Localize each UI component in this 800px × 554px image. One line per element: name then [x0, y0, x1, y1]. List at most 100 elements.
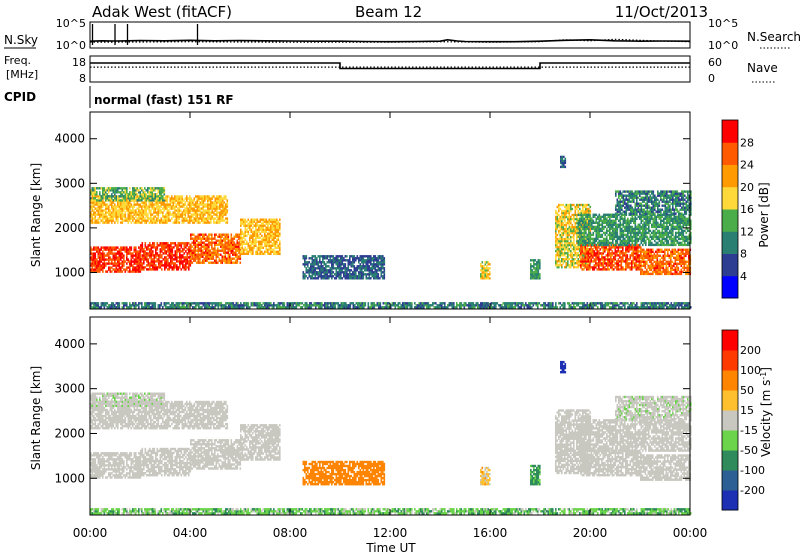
power-echo-cell [592, 231, 595, 235]
power-echo-cell [264, 234, 266, 237]
power-echo-cell [602, 248, 605, 251]
power-echo-cell [221, 235, 224, 238]
power-echo-cell [90, 193, 92, 196]
power-echo-cell [279, 218, 281, 221]
power-echo-cell [320, 275, 323, 278]
power-echo-cell [152, 262, 154, 265]
power-echo-cell [139, 203, 142, 206]
power-echo-cell [355, 259, 357, 262]
power-echo-cell [174, 213, 176, 216]
power-echo-cell [574, 225, 577, 229]
power-echo-cell [365, 263, 368, 266]
power-echo-cell [370, 277, 372, 280]
power-echo-cell [655, 266, 657, 270]
power-echo-cell [555, 239, 557, 243]
power-echo-cell [168, 264, 171, 267]
power-echo-cell [91, 258, 94, 261]
power-echo-cell [214, 201, 217, 204]
power-echo-cell [591, 225, 593, 229]
power-echo-cell [574, 266, 577, 269]
power-echo-cell [558, 219, 560, 223]
power-echo-cell [590, 248, 593, 251]
power-echo-cell [352, 265, 354, 268]
power-echo-cell [188, 268, 190, 271]
power-echo-cell [168, 266, 171, 269]
power-echo-cell [205, 237, 207, 240]
power-echo-cell [220, 245, 222, 248]
power-echo-cell [118, 268, 121, 271]
power-echo-cell [665, 254, 668, 257]
power-echo-cell [311, 271, 314, 274]
power-echo-cell [109, 203, 112, 206]
power-echo-cell [589, 254, 592, 257]
power-echo-cell [114, 205, 116, 208]
power-echo-cell [649, 252, 651, 255]
power-echo-cell [585, 209, 587, 213]
power-echo-cell [595, 260, 597, 263]
power-echo-cell [570, 249, 572, 253]
power-echo-cell [647, 270, 650, 274]
power-echo-cell [135, 197, 137, 200]
power-echo-cell [173, 258, 175, 261]
power-echo-cell [279, 246, 281, 249]
power-echo-cell [584, 248, 587, 251]
power-echo-cell [94, 213, 97, 216]
power-echo-cell [229, 241, 231, 244]
power-echo-cell [96, 268, 98, 271]
power-echo-cell [145, 213, 148, 216]
power-echo-cell [589, 225, 592, 229]
power-echo-cell [598, 229, 601, 233]
power-echo-cell [314, 271, 317, 274]
power-echo-cell [255, 230, 257, 233]
power-echo-cell [102, 195, 104, 198]
power-echo-cell [133, 187, 136, 190]
power-echo-cell [588, 211, 590, 215]
power-echo-cell [589, 244, 591, 247]
power-echo-cell [90, 248, 92, 251]
power-echo-cell [99, 191, 101, 194]
power-echo-cell [365, 261, 368, 264]
power-echo-cell [574, 258, 577, 261]
power-echo-cell [241, 240, 244, 243]
power-echo-cell [147, 258, 150, 261]
power-echo-cell [167, 262, 169, 265]
power-echo-cell [264, 228, 266, 231]
power-echo-cell [643, 260, 645, 263]
power-echo-cell [102, 221, 104, 224]
power-echo-cell [144, 221, 146, 224]
power-echo-cell [380, 271, 383, 274]
power-echo-cell [256, 250, 259, 253]
power-echo-cell [97, 246, 100, 249]
power-echo-cell [329, 271, 332, 274]
power-echo-cell [574, 231, 577, 235]
power-echo-cell [192, 221, 194, 224]
power-echo-cell [302, 275, 305, 278]
power-echo-cell [559, 241, 562, 245]
power-echo-cell [602, 260, 605, 263]
power-echo-cell [202, 235, 204, 238]
power-echo-cell [141, 254, 144, 257]
power-echo-cell [588, 239, 590, 243]
power-echo-cell [371, 271, 374, 274]
power-echo-cell [559, 239, 562, 243]
power-echo-cell [367, 269, 369, 272]
power-echo-cell [589, 231, 592, 235]
power-echo-cell [205, 257, 207, 260]
power-echo-cell [220, 261, 222, 264]
power-echo-cell [255, 242, 257, 245]
power-echo-cell [262, 246, 265, 249]
power-echo-cell [665, 272, 668, 276]
power-echo-cell [570, 239, 572, 243]
power-echo-cell [145, 199, 148, 202]
power-echo-cell [145, 205, 148, 208]
power-echo-cell [105, 270, 107, 273]
power-echo-cell [319, 269, 321, 272]
power-echo-cell [212, 237, 215, 240]
power-echo-cell [643, 248, 645, 251]
power-echo-cell [370, 257, 372, 260]
power-echo-cell [677, 266, 680, 270]
power-echo-cell [229, 261, 231, 264]
power-echo-cell [559, 221, 562, 225]
power-echo-cell [244, 222, 247, 225]
frequency-panel-frame [89, 55, 691, 83]
